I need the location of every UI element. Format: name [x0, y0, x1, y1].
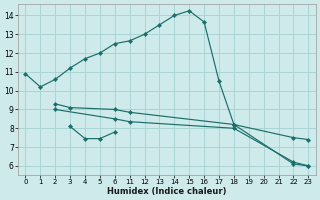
X-axis label: Humidex (Indice chaleur): Humidex (Indice chaleur): [107, 187, 227, 196]
